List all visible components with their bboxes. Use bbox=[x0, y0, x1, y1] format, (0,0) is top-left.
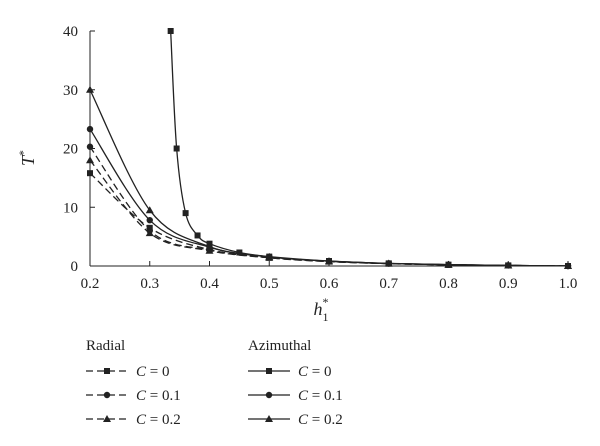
x-axis-title-sub: 1 bbox=[323, 310, 329, 324]
legend-entry-value: = 0.1 bbox=[308, 388, 343, 404]
data-point bbox=[86, 125, 94, 133]
x-tick-label: 0.8 bbox=[439, 276, 458, 292]
series-markers-6 bbox=[86, 85, 572, 269]
data-point bbox=[194, 232, 201, 239]
legend-swatch-marker bbox=[265, 391, 273, 399]
legend-group-title: Radial bbox=[86, 338, 125, 354]
y-tick-label: 10 bbox=[63, 200, 78, 216]
legend-entry-label: C = 0.1 bbox=[298, 388, 343, 404]
x-tick-label: 0.5 bbox=[260, 276, 279, 292]
legend-entry-label: C = 0 bbox=[298, 364, 331, 380]
data-point bbox=[182, 210, 189, 217]
data-point bbox=[87, 170, 93, 177]
y-axis-title: T* bbox=[16, 150, 38, 166]
data-point bbox=[145, 229, 154, 237]
data-point bbox=[325, 257, 333, 265]
x-tick-label: 0.2 bbox=[81, 276, 100, 292]
series-lines bbox=[90, 31, 568, 266]
legend-entry-label: C = 0.2 bbox=[298, 412, 343, 428]
legend-entry-value: = 0.2 bbox=[308, 412, 343, 428]
legend-entry-value: = 0.1 bbox=[146, 388, 181, 404]
data-point bbox=[564, 262, 572, 269]
series-markers-2 bbox=[86, 143, 572, 270]
x-tick-label: 0.3 bbox=[140, 276, 159, 292]
legend-entry-label: C = 0.1 bbox=[136, 388, 181, 404]
x-axis-title: h1* bbox=[314, 295, 329, 324]
legend-entry-var: C bbox=[136, 412, 147, 428]
series-markers-1 bbox=[87, 170, 571, 269]
data-point bbox=[146, 216, 153, 224]
legend-swatch-marker bbox=[103, 391, 111, 399]
data-point bbox=[86, 156, 94, 164]
x-tick-label: 0.4 bbox=[200, 276, 219, 292]
legend-entry-var: C bbox=[298, 388, 309, 404]
legend-swatch-marker bbox=[103, 415, 111, 422]
series-line-4 bbox=[170, 31, 568, 266]
data-point bbox=[167, 28, 174, 34]
series-layer bbox=[86, 28, 572, 270]
legend-entry-value: = 0 bbox=[308, 364, 331, 380]
data-point bbox=[205, 242, 214, 250]
data-point bbox=[86, 143, 94, 150]
legend-entry-label: C = 0 bbox=[136, 364, 169, 380]
y-tick-label: 20 bbox=[63, 142, 78, 158]
legend-group-title: Azimuthal bbox=[248, 338, 311, 354]
data-point bbox=[265, 252, 274, 260]
legend-entry-var: C bbox=[298, 412, 309, 428]
data-point bbox=[86, 85, 94, 93]
y-tick-label: 40 bbox=[63, 24, 78, 40]
data-point bbox=[384, 259, 393, 267]
data-point bbox=[236, 249, 243, 256]
x-tick-label: 0.7 bbox=[379, 276, 398, 292]
y-tick-label: 0 bbox=[71, 259, 79, 275]
series-markers-3 bbox=[86, 156, 572, 269]
legend-swatch-marker bbox=[266, 368, 272, 374]
legend-entry-var: C bbox=[298, 364, 309, 380]
legend-entry-value: = 0 bbox=[146, 364, 169, 380]
series-markers-4 bbox=[167, 28, 571, 269]
x-tick-label: 0.9 bbox=[499, 276, 518, 292]
series-markers-5 bbox=[86, 125, 572, 270]
data-point bbox=[444, 260, 453, 268]
data-point bbox=[145, 206, 154, 214]
legend-entry-var: C bbox=[136, 388, 147, 404]
legend-swatch-marker bbox=[104, 368, 110, 374]
x-tick-label: 1.0 bbox=[559, 276, 578, 292]
legend-entry-label: C = 0.2 bbox=[136, 412, 181, 428]
x-axis-title-sup: * bbox=[323, 295, 329, 309]
series-line-5 bbox=[90, 128, 568, 266]
legend-entry-value: = 0.2 bbox=[146, 412, 181, 428]
x-tick-label: 0.6 bbox=[320, 276, 339, 292]
y-axis-title-sup: * bbox=[16, 150, 30, 156]
data-point bbox=[504, 261, 513, 269]
data-point bbox=[173, 145, 180, 152]
legend-swatch-marker bbox=[265, 415, 273, 422]
y-tick-label: 30 bbox=[63, 83, 78, 99]
legend-entry-var: C bbox=[136, 364, 147, 380]
series-line-1 bbox=[90, 172, 568, 266]
series-line-2 bbox=[90, 146, 568, 266]
series-line-3 bbox=[90, 159, 568, 266]
series-line-6 bbox=[90, 89, 568, 266]
